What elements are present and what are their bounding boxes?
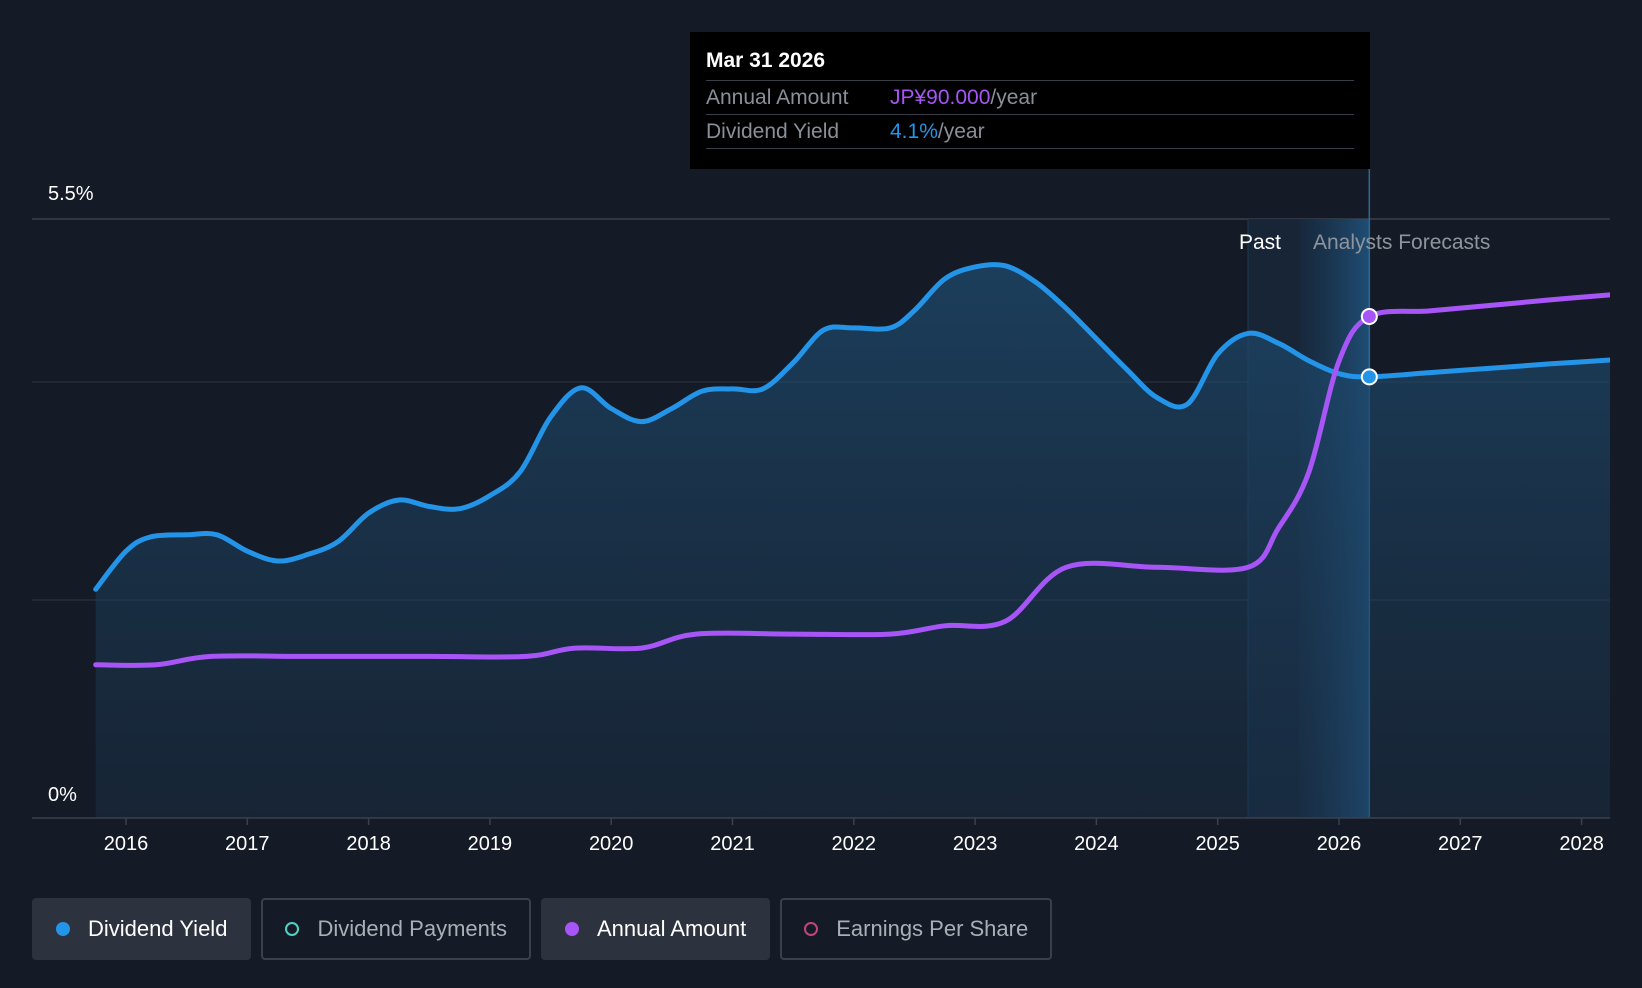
x-tick-label: 2017	[225, 833, 270, 855]
x-tick-label: 2028	[1559, 833, 1604, 855]
annual-amount-marker	[1360, 308, 1378, 326]
tooltip-label: Dividend Yield	[706, 120, 840, 143]
dividend-yield-area	[95, 264, 1610, 818]
legend-label: Dividend Yield	[88, 916, 228, 941]
y-axis-bottom-label: 0%	[48, 784, 77, 806]
axis-labels: 5.5% 0% Past Analysts Forecasts	[48, 183, 1490, 806]
highlight-markers	[1360, 308, 1378, 386]
tooltip-unit: /year	[937, 120, 985, 143]
x-tick-label: 2023	[953, 833, 998, 855]
legend-label: Annual Amount	[596, 916, 747, 941]
x-tick-label: 2020	[589, 833, 634, 855]
dividend-yield-marker	[1360, 368, 1378, 386]
x-tick-label: 2026	[1317, 833, 1362, 855]
tooltip: Mar 31 2026 Annual Amount JP¥90.000 /yea…	[690, 32, 1370, 169]
y-axis-top-label: 5.5%	[48, 183, 94, 205]
legend-label: Dividend Payments	[317, 916, 507, 941]
tooltip-value: JP¥90.000	[890, 86, 991, 109]
x-tick-label: 2024	[1074, 833, 1119, 855]
yield-area	[95, 264, 1610, 818]
tooltip-date: Mar 31 2026	[706, 46, 1354, 81]
legend-dot-icon	[56, 922, 70, 936]
tooltip-unit: /year	[990, 86, 1038, 109]
x-tick-label: 2016	[104, 833, 149, 855]
tooltip-row-annual-amount: Annual Amount JP¥90.000 /year	[706, 81, 1354, 115]
legend-dividend-payments[interactable]: Dividend Payments	[261, 898, 531, 960]
legend-earnings-per-share[interactable]: Earnings Per Share	[780, 898, 1053, 960]
legend: Dividend Yield Dividend Payments Annual …	[32, 898, 1062, 960]
past-label: Past	[1239, 231, 1281, 254]
x-tick-label: 2019	[468, 833, 513, 855]
legend-ring-icon	[804, 922, 819, 936]
x-tick-label: 2021	[710, 833, 755, 855]
tooltip-label: Annual Amount	[706, 86, 849, 109]
x-tick-label: 2022	[832, 833, 877, 855]
legend-dividend-yield[interactable]: Dividend Yield	[32, 898, 252, 960]
tooltip-value: 4.1%	[890, 120, 938, 143]
tooltip-row-dividend-yield: Dividend Yield 4.1% /year	[706, 115, 1354, 149]
legend-annual-amount[interactable]: Annual Amount	[540, 898, 771, 960]
legend-label: Earnings Per Share	[836, 916, 1029, 941]
legend-dot-icon	[564, 922, 579, 936]
x-tick-label: 2025	[1195, 833, 1240, 855]
x-tick-label: 2018	[346, 833, 391, 855]
x-tick-label: 2027	[1438, 833, 1483, 855]
dividend-yield-line	[93, 261, 1610, 592]
forecast-label: Analysts Forecasts	[1313, 231, 1490, 254]
x-axis: 2016 2017 2018 2019 2020 2021 2022 2023 2024 2025…	[32, 817, 1610, 855]
legend-ring-icon	[285, 922, 300, 936]
